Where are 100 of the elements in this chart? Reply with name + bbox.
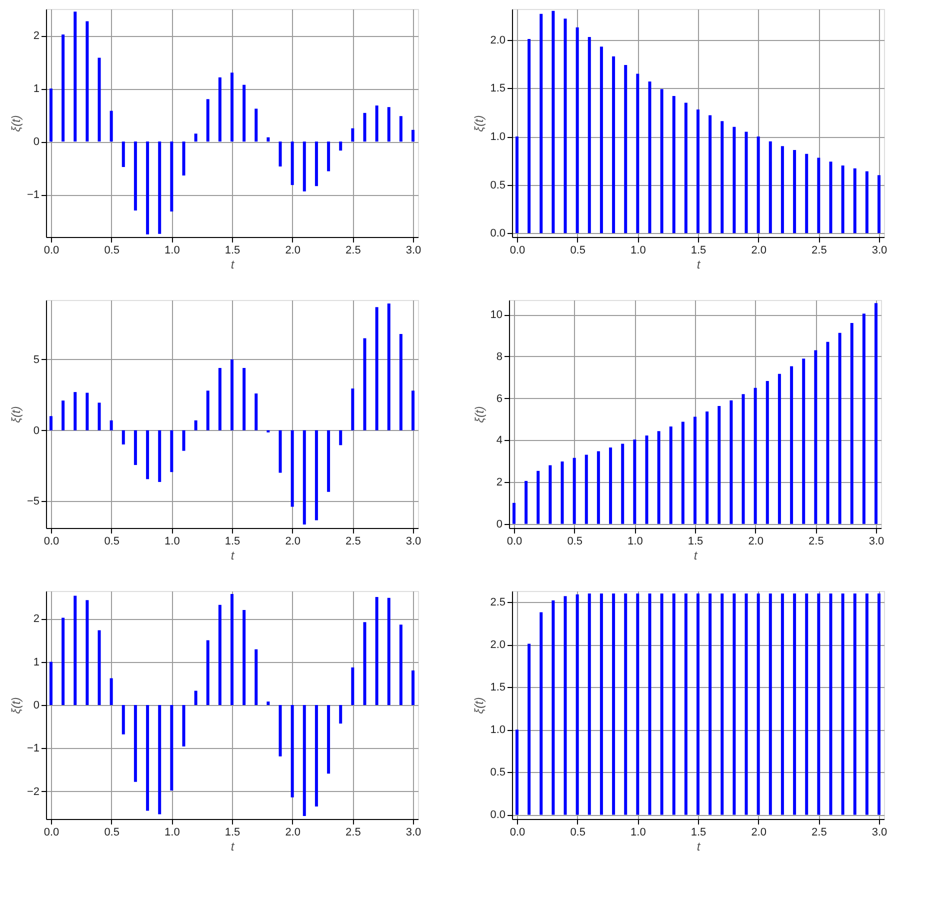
x-tick-label: 0.5: [104, 536, 120, 548]
bar: [732, 126, 736, 234]
x-tick-label: 2.5: [812, 826, 827, 838]
bar: [158, 430, 162, 482]
bar: [278, 705, 282, 756]
x-axis-title: t: [230, 548, 235, 562]
bar: [706, 411, 709, 524]
bar: [290, 705, 294, 798]
y-tick-label: 6: [496, 392, 502, 405]
bar: [170, 705, 174, 790]
bar: [516, 730, 518, 815]
bar: [74, 596, 77, 705]
bar: [621, 444, 624, 524]
bar: [50, 662, 52, 705]
y-tick-label: −1: [26, 742, 40, 755]
bar: [351, 388, 354, 430]
bar: [742, 394, 745, 524]
bar: [624, 65, 628, 234]
bar: [730, 400, 733, 524]
bar: [158, 705, 162, 814]
bar: [802, 358, 806, 524]
bar: [540, 14, 543, 234]
bar: [363, 338, 366, 430]
x-axis-title: t: [696, 840, 701, 854]
y-tick-label: 0.5: [490, 766, 506, 779]
y-axis-title: ξ(t): [472, 697, 486, 714]
bar: [817, 594, 820, 815]
bar: [194, 420, 198, 430]
bar: [720, 121, 724, 234]
bar: [648, 594, 652, 815]
bar: [182, 430, 186, 451]
bar: [327, 705, 330, 774]
bar: [194, 134, 198, 142]
bar: [694, 416, 696, 524]
bar: [134, 142, 137, 210]
y-tick-label: 0.0: [490, 809, 506, 822]
bar: [170, 142, 174, 212]
bar: [865, 594, 868, 815]
y-axis-title: ξ(t): [8, 406, 23, 423]
bar: [399, 624, 402, 705]
x-tick-label: 1.5: [690, 244, 706, 256]
bar: [660, 89, 664, 234]
bar: [584, 454, 588, 524]
bar: [230, 594, 234, 705]
y-tick-label: −1: [26, 189, 40, 202]
y-tick-label: 2.5: [490, 596, 506, 609]
y-tick-label: 1.0: [490, 131, 506, 144]
bar: [412, 670, 414, 705]
bar: [146, 705, 150, 811]
x-tick-label: 1.0: [630, 244, 646, 256]
bar: [158, 142, 162, 234]
bar: [536, 470, 540, 524]
x-tick-label: 1.5: [690, 826, 706, 838]
bar: [242, 84, 246, 142]
bar: [572, 458, 576, 524]
x-tick-label: 3.0: [406, 826, 422, 838]
bar: [110, 110, 113, 142]
y-tick-label: 0: [33, 424, 40, 437]
x-tick-label: 1.0: [164, 826, 180, 838]
bar: [375, 106, 378, 142]
bar: [134, 430, 137, 465]
bar: [254, 649, 258, 705]
bar: [74, 392, 77, 430]
x-tick-label: 0.0: [44, 826, 60, 838]
bar: [290, 430, 294, 507]
x-tick-label: 0.0: [44, 536, 60, 548]
bar: [62, 400, 65, 430]
bar: [669, 426, 672, 524]
bar: [230, 72, 234, 142]
x-tick-label: 2.0: [751, 826, 766, 838]
y-tick-label: 4: [496, 434, 502, 447]
bar: [660, 594, 664, 815]
bar: [74, 12, 77, 142]
bar: [98, 402, 101, 430]
x-tick-label: 0.5: [104, 826, 120, 838]
x-tick-label: 2.0: [748, 536, 764, 548]
x-tick-label: 0.0: [506, 536, 522, 548]
bar: [134, 705, 137, 782]
bar: [62, 34, 65, 142]
bar: [524, 480, 528, 524]
y-tick-label: 8: [496, 350, 502, 363]
bar: [780, 146, 784, 234]
bar: [254, 393, 258, 430]
x-tick-label: 0.5: [104, 244, 120, 256]
bar: [696, 594, 700, 815]
bar: [768, 594, 772, 815]
bar: [612, 56, 616, 234]
bar: [754, 388, 757, 524]
bar: [596, 451, 600, 524]
bar: [552, 600, 555, 815]
bar: [793, 150, 796, 234]
bar: [657, 431, 660, 524]
bar: [576, 27, 579, 234]
bar: [242, 610, 246, 705]
bar: [814, 350, 818, 524]
bar: [110, 678, 113, 705]
x-tick-label: 2.0: [285, 536, 300, 548]
bar: [838, 332, 842, 524]
bar: [278, 430, 282, 473]
y-tick-label: 0: [33, 700, 40, 712]
